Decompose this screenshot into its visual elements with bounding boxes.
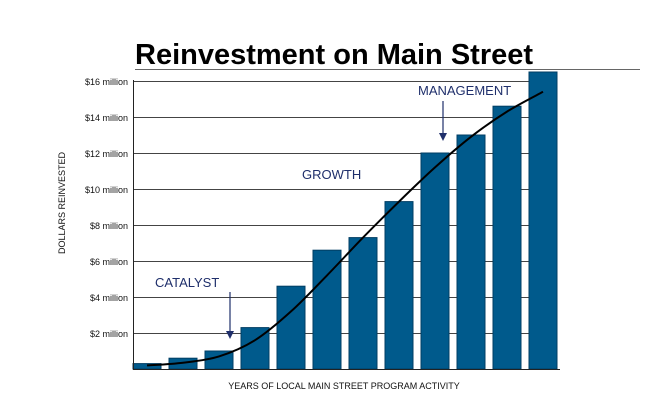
catalyst-arrow-head: [226, 331, 234, 339]
bar: [312, 249, 342, 370]
x-axis-title: YEARS OF LOCAL MAIN STREET PROGRAM ACTIV…: [228, 381, 460, 391]
bar: [384, 201, 414, 370]
bar: [456, 134, 486, 370]
growth-annotation: GROWTH: [302, 167, 361, 182]
y-tick-label: $2 million: [90, 329, 128, 339]
bar: [348, 237, 378, 370]
bars: [132, 71, 558, 370]
chart-title: Reinvestment on Main Street: [135, 39, 533, 71]
bar: [420, 152, 450, 370]
y-tick-label: $14 million: [85, 113, 128, 123]
y-tick-label: $16 million: [85, 77, 128, 87]
catalyst-annotation: CATALYST: [155, 275, 219, 290]
bar: [528, 71, 558, 370]
y-tick-label: $6 million: [90, 257, 128, 267]
bar: [276, 285, 306, 370]
gridlines: [134, 81, 546, 334]
y-tick-label: $8 million: [90, 221, 128, 231]
management-arrow-head: [439, 133, 447, 141]
y-axis-title: DOLLARS REINVESTED: [57, 151, 67, 254]
y-tick-label: $4 million: [90, 293, 128, 303]
trend-curve: [146, 90, 544, 367]
bar: [492, 105, 522, 370]
y-tick-label: $10 million: [85, 185, 128, 195]
management-annotation: MANAGEMENT: [418, 83, 511, 98]
y-tick-labels: $2 million $4 million $6 million $8 million…: [85, 77, 128, 339]
y-tick-label: $12 million: [85, 149, 128, 159]
